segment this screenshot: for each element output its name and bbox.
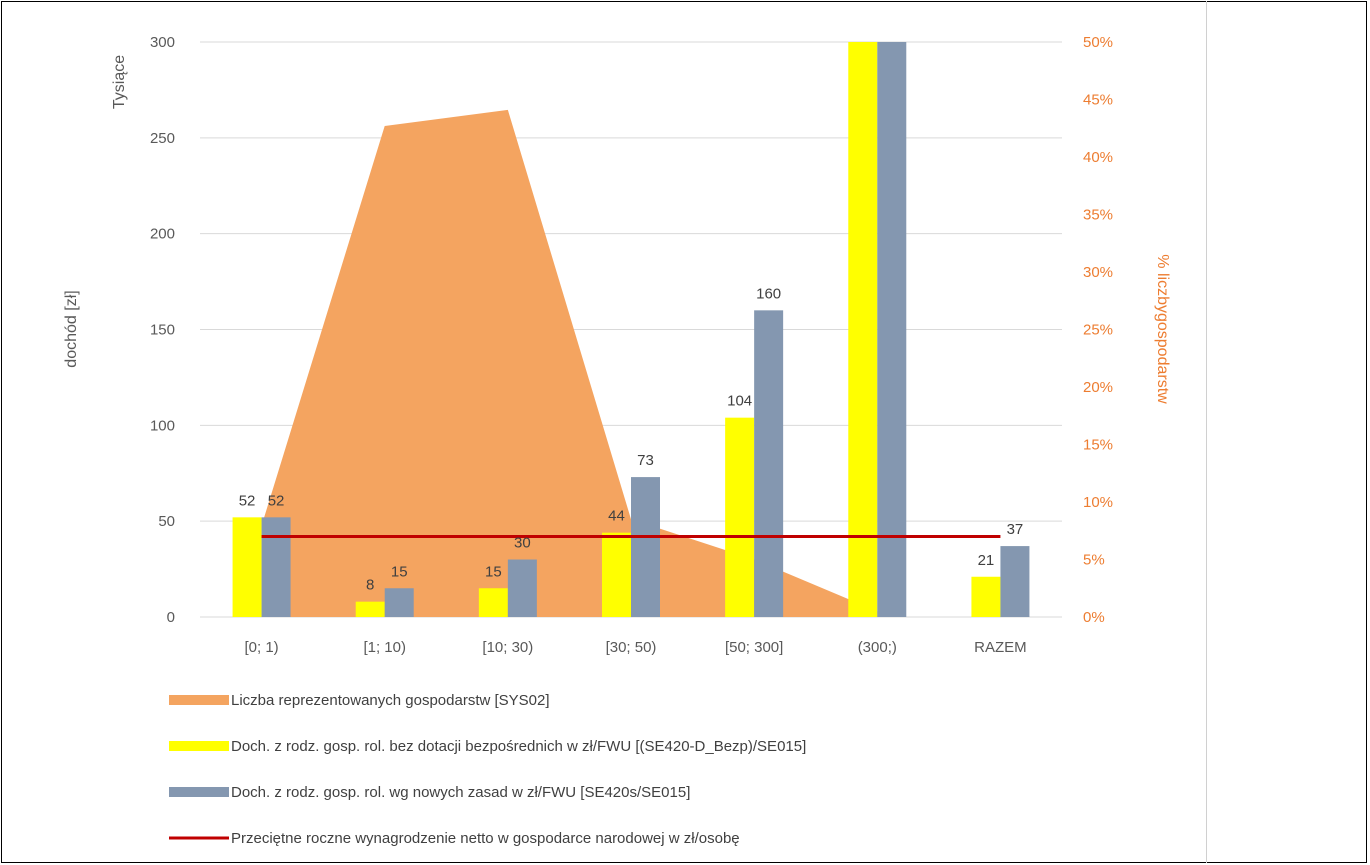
- y2-tick-label: 35%: [1083, 207, 1113, 224]
- y2-tick-label: 45%: [1083, 92, 1113, 109]
- bar: [507, 559, 537, 617]
- area-liczba-gospodarstw: [263, 109, 878, 617]
- x-tick-label: [50; 300]: [725, 639, 783, 656]
- bar: [1000, 546, 1030, 617]
- legend-label: Doch. z rodz. gosp. rol. bez dotacji bez…: [231, 738, 806, 755]
- legend-label: Przeciętne roczne wynagrodzenie netto w …: [231, 830, 740, 847]
- x-tick-label: [1; 10): [363, 639, 406, 656]
- data-label: 52: [239, 492, 256, 509]
- data-label: 104: [727, 393, 752, 410]
- y2-tick-label: 20%: [1083, 379, 1113, 396]
- bar: [971, 576, 1001, 617]
- bar: [754, 310, 784, 617]
- y2-tick-label: 50%: [1083, 34, 1113, 51]
- legend-label: Liczba reprezentowanych gospodarstw [SYS…: [231, 692, 550, 709]
- bar: [848, 42, 878, 617]
- y-tick-label: 100: [150, 417, 175, 434]
- data-label: 37: [1007, 521, 1024, 538]
- y2-tick-label: 0%: [1083, 609, 1105, 626]
- data-labels: 52 8 15 44 104 21 52 15 30 73 160 37: [239, 285, 1024, 593]
- y2-tick-label: 5%: [1083, 552, 1105, 569]
- data-label: 21: [978, 552, 995, 569]
- y2-axis-title: % liczbygospodarstw: [1154, 254, 1171, 404]
- y2-tick-label: 10%: [1083, 494, 1113, 511]
- y-tick-label: 150: [150, 322, 175, 339]
- y2-tick-label: 30%: [1083, 264, 1113, 281]
- data-label: 52: [268, 492, 285, 509]
- bar: [261, 517, 291, 617]
- bar: [602, 532, 631, 617]
- data-label: 160: [756, 285, 781, 302]
- bar-series: [232, 42, 1030, 617]
- legend-label: Doch. z rodz. gosp. rol. wg nowych zasad…: [231, 784, 690, 801]
- legend: Liczba reprezentowanych gospodarstw [SYS…: [169, 692, 806, 847]
- x-tick-label: (300;): [858, 639, 897, 656]
- legend-swatch: [169, 787, 229, 797]
- y-tick-label: 250: [150, 130, 175, 147]
- y2-tick-label: 25%: [1083, 322, 1113, 339]
- bar: [877, 42, 907, 617]
- data-label: 8: [366, 577, 374, 594]
- chart-area-border: [1206, 1, 1207, 863]
- units-label: Tysiące: [111, 55, 128, 109]
- y-tick-label: 50: [158, 513, 175, 530]
- y-axis-title: dochód [zł]: [63, 290, 80, 367]
- y2-tick-label: 15%: [1083, 437, 1113, 454]
- data-label: 30: [514, 535, 531, 552]
- y-tick-label: 200: [150, 226, 175, 243]
- bar: [725, 417, 755, 617]
- bar: [232, 517, 262, 617]
- bar: [355, 601, 385, 617]
- data-label: 73: [637, 452, 654, 469]
- x-tick-label: RAZEM: [974, 639, 1027, 656]
- x-tick-label: [10; 30): [482, 639, 533, 656]
- y-tick-label: 0: [167, 609, 175, 626]
- legend-swatch: [169, 741, 229, 751]
- axes: 0 50 100 150 200 250 300 0% 5% 10% 15% 20% 25% 30% 35%…: [150, 34, 1113, 656]
- data-label: 15: [485, 563, 502, 580]
- bar: [478, 588, 508, 617]
- bar: [384, 588, 414, 617]
- data-label: 44: [608, 508, 625, 525]
- x-tick-label: [0; 1): [244, 639, 278, 656]
- x-tick-label: [30; 50): [606, 639, 657, 656]
- y2-tick-label: 40%: [1083, 149, 1113, 166]
- data-label: 15: [391, 563, 408, 580]
- area-series: [263, 109, 878, 617]
- y-tick-label: 300: [150, 34, 175, 51]
- bar: [631, 477, 660, 617]
- legend-swatch: [169, 695, 229, 705]
